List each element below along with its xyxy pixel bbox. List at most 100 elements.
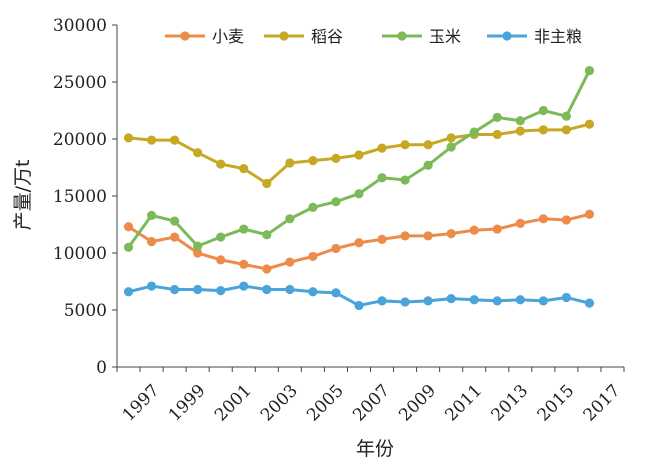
series-layer — [123, 66, 595, 311]
data-point — [331, 288, 341, 298]
data-point — [146, 210, 157, 220]
data-point — [146, 135, 157, 145]
data-point — [561, 125, 571, 135]
data-point — [377, 143, 387, 153]
data-point — [561, 111, 571, 121]
data-point — [146, 237, 157, 247]
data-point — [239, 281, 249, 291]
data-point — [400, 140, 410, 150]
data-point — [123, 222, 134, 232]
data-point — [123, 242, 134, 252]
data-point — [331, 197, 341, 207]
data-point — [216, 255, 226, 265]
data-point — [538, 125, 548, 135]
y-tick-label: 15000 — [53, 187, 107, 207]
x-tick-label: 2009 — [395, 381, 440, 426]
legend-marker — [180, 31, 190, 41]
data-point — [446, 133, 456, 143]
x-tick-label: 2011 — [441, 381, 486, 426]
x-tick-label: 2013 — [488, 381, 533, 426]
data-point — [492, 129, 502, 140]
data-point — [515, 116, 525, 126]
data-point — [193, 284, 203, 295]
data-point — [262, 284, 272, 295]
data-point — [515, 295, 525, 305]
data-point — [469, 127, 479, 137]
data-point — [400, 175, 410, 185]
data-point — [561, 292, 571, 303]
y-tick-label: 30000 — [53, 16, 107, 36]
data-point — [538, 296, 548, 306]
data-point — [469, 225, 479, 235]
data-point — [354, 238, 364, 248]
data-point — [216, 232, 226, 242]
data-point — [285, 158, 295, 168]
x-tick-label: 2003 — [257, 381, 302, 426]
legend-label: 小麦 — [212, 27, 244, 46]
data-point — [515, 218, 525, 228]
data-point — [331, 243, 341, 254]
data-point — [446, 142, 456, 152]
x-tick-label: 1999 — [165, 381, 210, 426]
data-point — [285, 284, 295, 295]
data-point — [239, 164, 249, 174]
legend-label: 非主粮 — [534, 27, 582, 46]
legend-item: 小麦 — [165, 27, 244, 46]
y-tick-label: 25000 — [53, 73, 107, 93]
data-point — [308, 202, 318, 212]
legend-marker — [397, 31, 407, 41]
data-point — [538, 105, 548, 116]
data-point — [216, 159, 226, 169]
data-point — [262, 264, 272, 274]
data-point — [354, 189, 364, 199]
legend: 小麦 稻谷 玉米 非主粮 — [165, 27, 582, 46]
x-tick-label: 1997 — [119, 381, 164, 426]
series-1 — [123, 209, 595, 274]
data-point — [193, 241, 203, 251]
data-point — [308, 156, 318, 166]
data-point — [308, 287, 318, 297]
data-point — [515, 126, 525, 136]
data-point — [446, 294, 456, 304]
x-tick-label: 2007 — [349, 381, 394, 426]
data-point — [492, 112, 502, 122]
legend-item: 非主粮 — [487, 27, 582, 46]
data-point — [170, 135, 180, 145]
data-point — [285, 257, 295, 267]
x-axis-title: 年份 — [356, 438, 394, 460]
data-point — [377, 234, 387, 244]
legend-label: 稻谷 — [311, 27, 343, 46]
data-point — [584, 66, 595, 76]
data-point — [584, 298, 595, 308]
data-point — [446, 229, 456, 239]
series-4 — [123, 281, 595, 311]
data-point — [492, 224, 502, 234]
data-point — [239, 224, 249, 234]
data-point — [331, 153, 341, 163]
data-point — [584, 119, 595, 129]
data-point — [423, 160, 433, 170]
data-point — [423, 231, 433, 241]
data-point — [193, 248, 203, 258]
x-tick-label: 2001 — [211, 381, 256, 426]
legend-item: 稻谷 — [264, 27, 343, 46]
y-tick-label: 10000 — [53, 244, 107, 264]
legend-marker — [502, 31, 512, 41]
data-point — [170, 232, 180, 242]
data-point — [123, 133, 134, 143]
data-point — [285, 214, 295, 224]
data-point — [354, 300, 364, 311]
y-axis-title: 产量/万t — [12, 160, 34, 231]
y-tick-label: 5000 — [64, 301, 107, 321]
x-tick-label: 2017 — [580, 381, 625, 426]
data-point — [423, 296, 433, 306]
data-point — [262, 178, 272, 189]
data-point — [584, 209, 595, 219]
y-tick-label: 20000 — [53, 130, 107, 150]
y-tick-label: 0 — [96, 358, 107, 378]
data-point — [400, 231, 410, 241]
x-tick-label: 2005 — [303, 381, 348, 426]
data-point — [377, 296, 387, 306]
series-2 — [123, 119, 595, 189]
